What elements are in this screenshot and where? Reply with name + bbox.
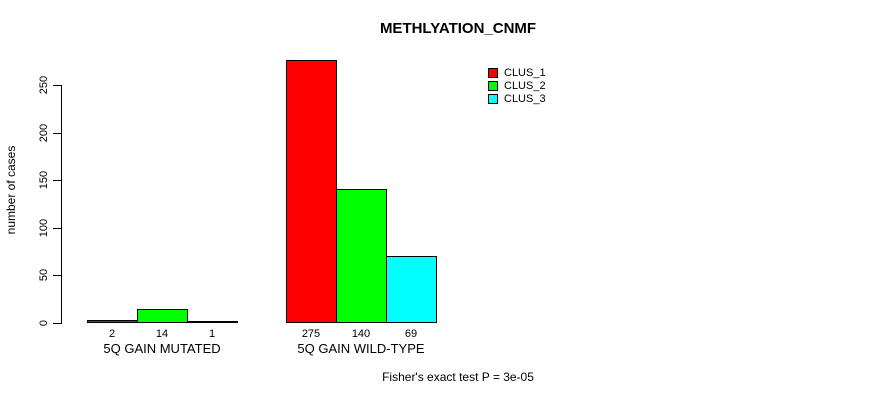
y-tick-label: 50 [38,268,50,282]
legend-item: CLUS_1 [488,66,546,79]
group-label: 5Q GAIN WILD-TYPE [297,341,425,356]
legend-item: CLUS_2 [488,79,546,92]
bar-value-label: 1 [208,328,216,340]
bar [137,309,188,323]
legend-swatch-icon [488,80,498,91]
legend-swatch-icon [488,67,498,78]
bar-value-label: 14 [155,328,169,340]
y-tick [53,275,61,276]
bar [187,321,238,323]
y-axis-label: number of cases [4,145,18,235]
y-axis-line [61,85,62,324]
bar [87,320,138,323]
y-tick-label: 0 [38,319,50,327]
y-tick-label: 100 [38,218,50,238]
legend-label: CLUS_1 [504,66,546,79]
bar [336,189,387,323]
bar [386,256,437,323]
legend-label: CLUS_3 [504,92,546,105]
y-tick-label: 150 [38,170,50,190]
legend: CLUS_1 CLUS_2 CLUS_3 [488,66,546,105]
annotation-text: Fisher's exact test P = 3e-05 [382,370,534,384]
y-tick [53,323,61,324]
y-tick [53,85,61,86]
bar-value-label: 275 [301,328,321,340]
group-label: 5Q GAIN MUTATED [103,341,221,356]
y-tick-label: 250 [38,75,50,95]
y-tick-label: 200 [38,123,50,143]
legend-item: CLUS_3 [488,92,546,105]
legend-label: CLUS_2 [504,79,546,92]
chart-title: METHLYATION_CNMF [379,20,537,37]
y-tick [53,228,61,229]
bar-value-label: 140 [351,328,371,340]
bar-value-label: 2 [108,328,116,340]
y-tick [53,180,61,181]
y-tick [53,133,61,134]
bar [286,60,337,323]
legend-swatch-icon [488,93,498,104]
bar-value-label: 69 [404,328,418,340]
